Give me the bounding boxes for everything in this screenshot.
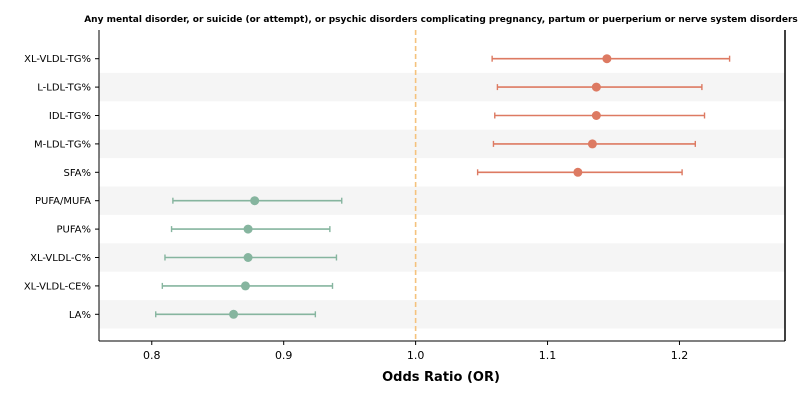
chart-title: Any mental disorder, or suicide (or atte…	[84, 15, 798, 25]
point-estimate	[573, 167, 583, 177]
estimate-row	[164, 253, 338, 262]
y-tick-label: XL-VLDL-CE%	[24, 281, 91, 292]
estimate-row	[161, 281, 334, 291]
point-estimate	[240, 281, 250, 291]
y-tick-labels: XL-VLDL-TG% L-LDL-TG% IDL-TG% M-LDL-TG% SFA%…	[24, 54, 99, 321]
point-estimate	[250, 196, 260, 206]
point-estimate	[587, 139, 597, 149]
point-estimate	[243, 253, 253, 262]
y-tick-label: M-LDL-TG%	[34, 139, 91, 150]
x-tick-label: 1.1	[539, 349, 557, 362]
estimate-row	[492, 139, 696, 149]
point-estimate	[243, 224, 253, 234]
estimate-row	[491, 54, 731, 64]
x-tick-label: 0.9	[275, 349, 293, 362]
point-estimate	[591, 111, 601, 120]
y-tick-label: XL-VLDL-TG%	[24, 54, 91, 65]
estimate-row	[155, 309, 317, 319]
x-tick-label: 0.8	[143, 349, 161, 362]
point-estimate	[229, 309, 239, 319]
axes	[98, 30, 786, 342]
estimate-row	[476, 167, 683, 177]
x-axis-label: Odds Ratio (OR)	[382, 370, 500, 385]
y-tick-label: XL-VLDL-C%	[30, 253, 91, 264]
series-group	[155, 54, 731, 319]
y-tick-label: SFA%	[63, 168, 91, 179]
estimate-row	[494, 111, 706, 120]
y-tick-label: L-LDL-TG%	[37, 83, 91, 94]
point-estimate	[591, 82, 601, 92]
x-tick-label: 1.2	[671, 349, 689, 362]
y-tick-label: PUFA/MUFA	[35, 196, 91, 207]
y-tick-label: IDL-TG%	[49, 111, 91, 122]
y-tick-label: LA%	[69, 310, 91, 321]
estimate-row	[170, 224, 331, 234]
y-tick-label: PUFA%	[56, 225, 91, 236]
x-tick-labels: 0.8 0.9 1.0 1.1 1.2	[143, 341, 688, 362]
estimate-row	[496, 82, 703, 92]
estimate-row	[172, 196, 343, 206]
point-estimate	[602, 54, 612, 64]
x-tick-label: 1.0	[407, 349, 425, 362]
